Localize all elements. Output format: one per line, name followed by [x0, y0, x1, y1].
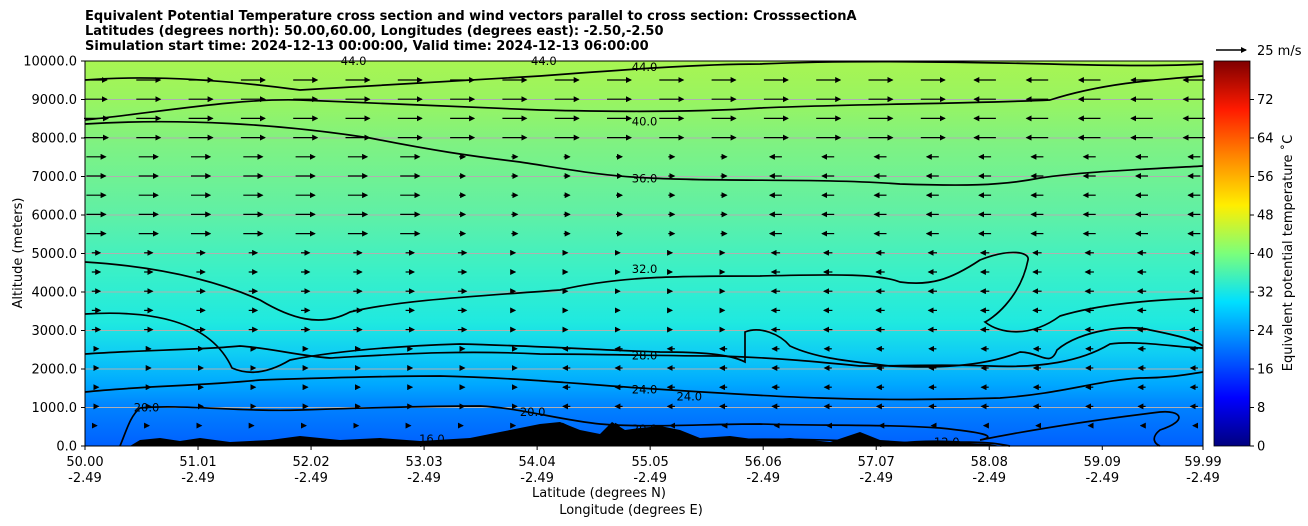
contour-label: 28.0 — [632, 349, 658, 363]
colorbar-tick-label: 56 — [1257, 170, 1274, 185]
x-tick-label-lon: -2.49 — [1085, 471, 1119, 486]
colorbar — [1213, 60, 1251, 447]
y-tick-label: 3000.0 — [32, 324, 78, 339]
contour-32-lower — [84, 312, 1204, 373]
x-tick-label-lat: 51.01 — [179, 455, 216, 470]
x-tick-label-lat: 56.06 — [745, 455, 782, 470]
colorbar-tick-label: 16 — [1257, 363, 1274, 378]
contour-label: 24.0 — [677, 390, 703, 404]
colorbar-tick-label: 8 — [1257, 401, 1265, 416]
contour-lines — [84, 60, 1204, 447]
colorbar-tick-label: 32 — [1257, 286, 1274, 301]
x-tick-label-lat: 55.05 — [632, 455, 669, 470]
y-tick-label: 9000.0 — [32, 93, 78, 108]
y-tick-label: 0.0 — [56, 440, 77, 455]
x-axis-label: Latitude (degrees N) — [532, 486, 666, 501]
y-tick-label: 6000.0 — [32, 209, 78, 224]
contour-label: 16.0 — [419, 432, 445, 446]
x-tick-label-lon: -2.49 — [294, 471, 328, 486]
terrain — [130, 422, 1000, 446]
y-tick-label: 4000.0 — [32, 286, 78, 301]
colorbar-tick-label: 72 — [1257, 93, 1274, 108]
y-tick-label: 2000.0 — [32, 363, 78, 378]
colorbar-tick-label: 64 — [1257, 132, 1274, 147]
chart-title-line-1: Equivalent Potential Temperature cross s… — [85, 9, 857, 24]
x-tick-label-lat: 57.07 — [858, 455, 895, 470]
x-tick-label-lon: -2.49 — [1186, 471, 1220, 486]
x-tick-label-lon: -2.49 — [972, 471, 1006, 486]
y-tick-label: 5000.0 — [32, 247, 78, 262]
x-tick-label-lat: 50.00 — [66, 455, 103, 470]
contour-40 — [84, 75, 1204, 121]
wind-vectors — [84, 77, 1206, 429]
x-tick-label-lon: -2.49 — [520, 471, 554, 486]
contour-44 — [84, 60, 1204, 91]
colorbar-tick-label: 0 — [1257, 440, 1265, 455]
y-tick-label: 10000.0 — [23, 55, 77, 70]
x-tick-label-lon: -2.49 — [633, 471, 667, 486]
contour-label: 32.0 — [632, 262, 658, 276]
x-tick-label-lat: 58.08 — [971, 455, 1008, 470]
x-tick-label-lat: 59.99 — [1184, 455, 1221, 470]
colorbar-ticks: 0 8 16 24 32 40 48 56 64 72 — [1250, 93, 1274, 455]
contour-36 — [84, 120, 1204, 186]
contour-label: 44.0 — [632, 60, 658, 74]
contour-label: 24.0 — [632, 382, 658, 396]
grid-lines — [85, 99, 1203, 408]
reference-vector: 25 m/s — [1216, 44, 1302, 59]
colorbar-label: Equivalent potential temperature ˚C — [1280, 135, 1296, 371]
x-axis: 50.00-2.4951.01-2.4952.02-2.4953.03-2.49… — [66, 446, 1222, 486]
chart-title-line-3: Simulation start time: 2024-12-13 00:00:… — [85, 39, 649, 54]
colorbar-tick-label: 40 — [1257, 247, 1274, 262]
y-tick-label: 1000.0 — [32, 401, 78, 416]
contour-label: 20.0 — [520, 405, 546, 419]
contour-labels: 44.0 44.0 44.040.036.032.028.024.024.020.0… — [134, 54, 960, 449]
x-tick-label-lat: 53.03 — [405, 455, 442, 470]
contour-label: 36.0 — [632, 171, 658, 185]
reference-vector-label: 25 m/s — [1257, 44, 1302, 59]
x-tick-label-lat: 52.02 — [292, 455, 329, 470]
y-tick-label: 8000.0 — [32, 132, 78, 147]
contour-label: 20.0 — [632, 422, 658, 436]
y-axis: 0.0 1000.0 2000.0 3000.0 4000.0 5000.0 6000.0 7… — [23, 55, 85, 455]
contour-label: 20.0 — [134, 401, 160, 415]
y-tick-label: 7000.0 — [32, 170, 78, 185]
contour-label: 12.0 — [934, 435, 960, 449]
contour-label: 40.0 — [632, 114, 658, 128]
x-tick-label-lat: 59.09 — [1084, 455, 1121, 470]
x-tick-label-lon: -2.49 — [859, 471, 893, 486]
x-tick-label-lon: -2.49 — [407, 471, 441, 486]
y-axis-label: Altitude (meters) — [11, 198, 26, 309]
x-tick-label-lon: -2.49 — [746, 471, 780, 486]
contour-32 — [84, 251, 1204, 333]
chart-title-line-2: Latitudes (degrees north): 50.00,60.00, … — [85, 24, 664, 39]
colorbar-tick-label: 48 — [1257, 209, 1274, 224]
x-tick-label-lat: 54.04 — [519, 455, 556, 470]
contour-20 — [119, 405, 1180, 447]
colorbar-tick-label: 24 — [1257, 324, 1274, 339]
x-tick-label-lon: -2.49 — [68, 471, 102, 486]
x-axis-label-2: Longitude (degrees E) — [559, 503, 703, 518]
contour-28 — [84, 342, 1204, 368]
x-tick-label-lon: -2.49 — [181, 471, 215, 486]
